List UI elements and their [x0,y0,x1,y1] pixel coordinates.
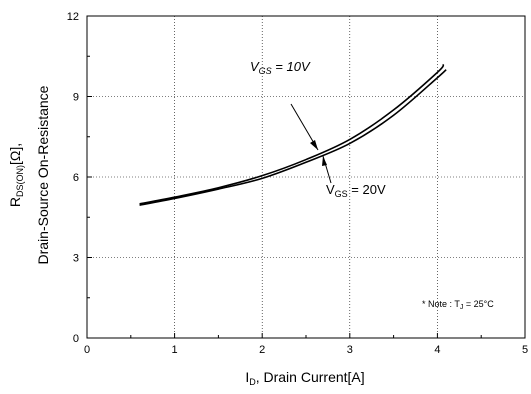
y-axis-label-line2: Drain-Source On-Resistance [35,85,51,264]
grid-layer [87,16,525,338]
y-axis-label-line1: RDS(ON)[Ω], [7,143,25,207]
y-tick-label-2: 6 [73,172,79,184]
x-tick-label-5: 5 [522,344,528,356]
y-tick-label-0: 0 [73,333,79,345]
annotation-vgs-20v: VGS = 20V [326,182,386,199]
x-tick-label-3: 3 [347,344,353,356]
series-line-vgs-20v [139,69,447,206]
x-tick-label-4: 4 [434,344,440,356]
x-tick-label-0: 0 [84,344,90,356]
annotation-vgs-10v: VGS = 10V [250,59,311,76]
note-tj: * Note : TJ = 25°C [422,299,494,311]
x-axis-label: ID, Drain Current[A] [245,369,364,387]
x-tick-label-1: 1 [172,344,178,356]
x-tick-label-2: 2 [259,344,265,356]
y-tick-label-4: 12 [67,11,79,23]
y-tick-label-3: 9 [73,92,79,104]
y-tick-label-1: 3 [73,253,79,265]
arrow-vgs-10v-head [310,140,318,150]
series-layer [139,63,447,206]
series-line-vgs-10v [139,63,445,205]
arrow-vgs-20v-head [322,156,327,166]
